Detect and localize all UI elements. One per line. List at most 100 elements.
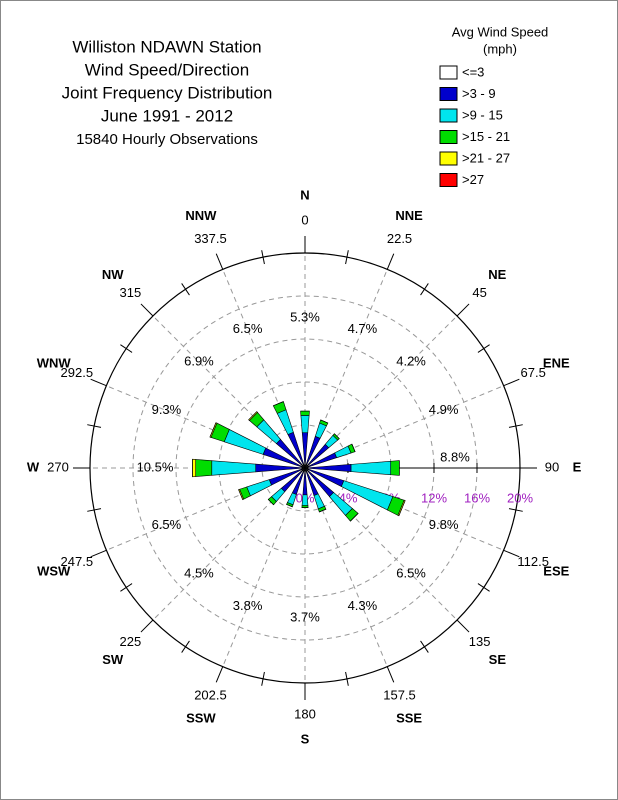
spoke-tick [456, 619, 470, 633]
bar-segment [301, 432, 309, 466]
legend-swatch [439, 87, 458, 101]
total-label: 9.8% [429, 517, 459, 532]
legend-swatch [439, 173, 458, 187]
radial-label: 12% [421, 490, 447, 505]
minor-tick [181, 640, 190, 653]
legend-label: <=3 [462, 64, 484, 79]
direction-label: SW [102, 652, 124, 667]
chart-title: Joint Frequency Distribution [62, 83, 273, 102]
minor-tick [87, 424, 102, 428]
minor-tick [345, 671, 349, 686]
legend-title: (mph) [483, 41, 517, 56]
spoke-tick [503, 378, 520, 387]
total-label: 6.9% [184, 353, 214, 368]
minor-tick [181, 283, 190, 296]
minor-tick [477, 583, 490, 592]
direction-label: ESE [543, 564, 569, 579]
degree-label: 22.5 [387, 231, 412, 246]
bar-segment [351, 443, 356, 452]
legend-label: >3 - 9 [462, 86, 496, 101]
spoke-tick [90, 549, 107, 558]
legend-label: >15 - 21 [462, 129, 510, 144]
chart-title: Wind Speed/Direction [85, 60, 249, 79]
degree-label: 0 [301, 212, 308, 227]
minor-tick [420, 283, 429, 296]
total-label: 5.3% [290, 309, 320, 324]
bar-segment [307, 464, 352, 472]
bar-segment [255, 463, 303, 473]
minor-tick [477, 344, 490, 353]
total-label: 8.8% [440, 449, 470, 464]
total-label: 3.7% [290, 609, 320, 624]
bar-segment [238, 489, 244, 500]
minor-tick [261, 671, 265, 686]
minor-tick [120, 583, 133, 592]
bar-segment [211, 460, 257, 476]
degree-label: 67.5 [521, 365, 546, 380]
degree-label: 135 [469, 634, 491, 649]
bar-segment [246, 479, 272, 497]
bar-segment [350, 513, 359, 522]
bar-segment [398, 500, 406, 516]
minor-tick [87, 508, 102, 512]
degree-label: 337.5 [194, 231, 227, 246]
total-label: 4.5% [184, 566, 214, 581]
legend-label: >21 - 27 [462, 150, 510, 165]
total-label: 4.9% [429, 402, 459, 417]
direction-label: WSW [37, 564, 71, 579]
spoke-tick [140, 303, 154, 317]
direction-label: SSE [396, 711, 422, 726]
degree-label: 292.5 [61, 365, 94, 380]
bar-segment [300, 415, 310, 433]
radial-label: 16% [464, 490, 490, 505]
spoke-tick [503, 549, 520, 558]
legend-swatch [439, 151, 458, 166]
total-label: 3.8% [233, 598, 263, 613]
legend-swatch [439, 108, 458, 123]
total-label: 6.5% [152, 517, 182, 532]
bar-segment [313, 493, 325, 510]
degree-label: 270 [47, 459, 69, 474]
legend-title: Avg Wind Speed [452, 24, 549, 39]
bar-segment [390, 460, 400, 476]
bar-segment [268, 499, 274, 505]
bar-segment [350, 460, 392, 476]
minor-tick [345, 250, 349, 265]
degree-label: 45 [472, 285, 486, 300]
direction-label: NW [102, 267, 124, 282]
chart-title: Williston NDAWN Station [72, 37, 261, 56]
spoke-tick [90, 378, 107, 387]
direction-label: NE [488, 267, 506, 282]
spoke-tick [140, 619, 154, 633]
degree-label: 315 [119, 285, 141, 300]
total-label: 4.7% [348, 321, 378, 336]
direction-label: SSW [186, 711, 216, 726]
total-label: 4.2% [396, 353, 426, 368]
total-label: 6.5% [233, 321, 263, 336]
direction-label: ENE [543, 355, 570, 370]
degree-label: 202.5 [194, 688, 227, 703]
minor-tick [261, 250, 265, 265]
spoke-tick [215, 253, 224, 270]
bar-segment [276, 409, 294, 435]
legend-swatch [439, 65, 458, 80]
bar-segment [334, 433, 340, 439]
minor-tick [120, 344, 133, 353]
bar-segment [319, 508, 327, 513]
radial-label: 20% [507, 490, 533, 505]
chart-title: 15840 Hourly Observations [76, 131, 258, 148]
minor-tick [508, 508, 523, 512]
direction-label: N [300, 187, 309, 202]
bar-segment [223, 429, 267, 455]
bar-segment [301, 505, 309, 508]
total-label: 4.3% [348, 598, 378, 613]
legend-swatch [439, 130, 458, 144]
degree-label: 157.5 [383, 688, 416, 703]
total-label: 10.5% [137, 459, 174, 474]
minor-tick [508, 424, 523, 428]
direction-label: E [573, 459, 582, 474]
degree-label: 225 [119, 634, 141, 649]
direction-label: SE [489, 652, 507, 667]
